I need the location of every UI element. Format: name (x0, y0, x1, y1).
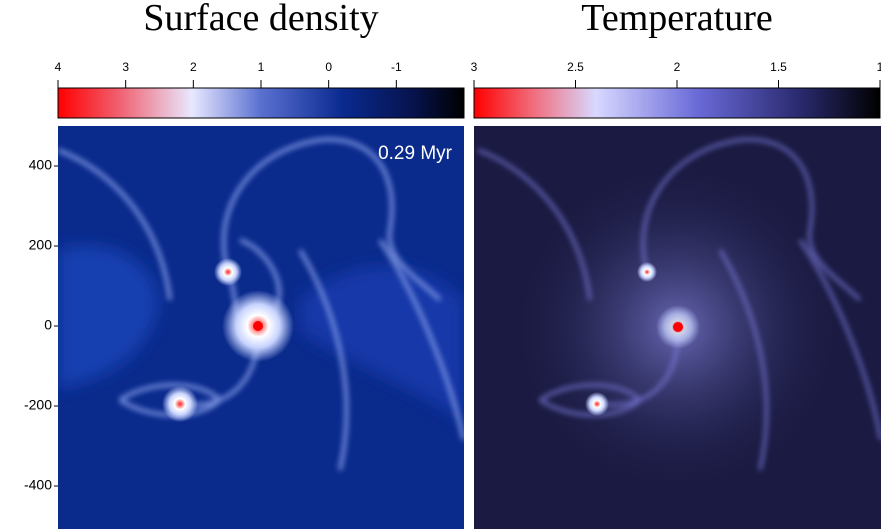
figure: Surface density 4 3 2 1 0 -1 0.29 Myr 400 200 0 -20… (0, 0, 881, 529)
y-tick-label: -200 (24, 397, 52, 413)
y-tick-label: 400 (29, 157, 53, 173)
time-label: 0.29 Myr (378, 143, 453, 164)
colorbar-tick-label: 3 (122, 60, 129, 74)
colorbar-tick-label: 2 (190, 60, 197, 74)
colorbar-tick-label: 4 (55, 60, 62, 74)
colorbar-tick-label: 2 (674, 60, 681, 74)
y-tick-label: 0 (44, 317, 52, 333)
temperature-map (474, 126, 881, 529)
density-map (58, 126, 464, 529)
colorbar-tick-label: -1 (391, 60, 402, 74)
colorbar-tick-label: 2.5 (567, 60, 584, 74)
y-tick-label: -400 (24, 477, 52, 493)
colorbar-tick-label: 3 (471, 60, 478, 74)
y-tick-label: 200 (29, 237, 53, 253)
colorbar-tick-label: 1 (258, 60, 265, 74)
panel-title: Temperature (581, 0, 772, 39)
colorbar (58, 88, 464, 118)
colorbar-tick-label: 0 (325, 60, 332, 74)
colorbar-tick-label: 1 (877, 60, 881, 74)
colorbar-tick-label: 1.5 (770, 60, 787, 74)
panel-title: Surface density (143, 0, 378, 39)
colorbar (474, 88, 880, 118)
